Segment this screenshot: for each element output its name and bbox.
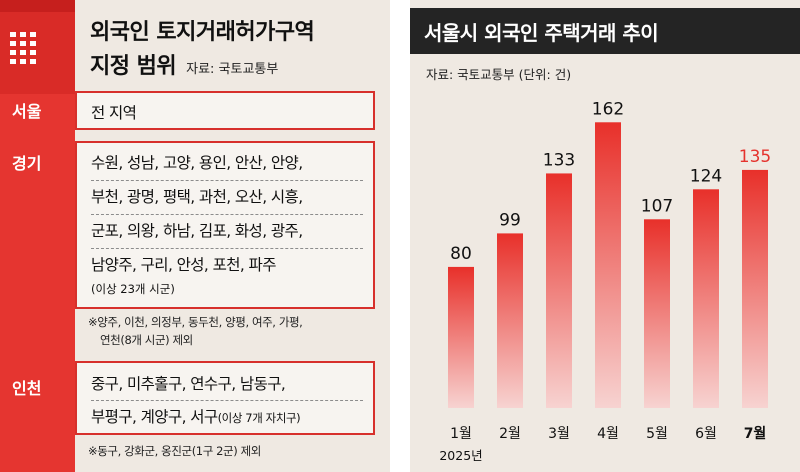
bar-2월 (497, 233, 523, 408)
gyeonggi-row-1: 수원, 성남, 고양, 용인, 안산, 안양, (91, 154, 303, 172)
year-label: 2025년 (439, 448, 482, 463)
building-icon (8, 30, 44, 78)
incheon-row-1: 중구, 미추홀구, 연수구, 남동구, (91, 375, 286, 393)
title-line-2: 지정 범위 (90, 54, 177, 80)
data-label: 162 (592, 99, 624, 119)
incheon-row-2: 부평구, 계양구, 서구(이상 7개 자치구) (91, 405, 301, 427)
gyeonggi-row-2: 부천, 광명, 평택, 과천, 오산, 시흥, (91, 188, 303, 206)
region-box-seoul: 전 지역 (75, 91, 375, 130)
chart-source: 자료: 국토교통부 (단위: 건) (426, 67, 572, 82)
x-tick-label: 5월 (646, 426, 668, 442)
gyeonggi-row-3: 군포, 의왕, 하남, 김포, 화성, 광주, (91, 222, 303, 240)
x-tick-label: 6월 (695, 426, 717, 442)
regulation-panel: 외국인 토지거래허가구역 지정 범위 자료: 국토교통부 서울 전 지역 경기 수… (0, 0, 390, 472)
x-tick-label: 2월 (499, 426, 521, 442)
gyeonggi-row-4: 남양주, 구리, 안성, 포천, 파주 (91, 256, 276, 274)
incheon-row-2-main: 부평구, 계양구, 서구 (91, 408, 218, 426)
x-tick-label: 3월 (548, 426, 570, 442)
bar-6월 (693, 189, 719, 408)
data-label: 133 (543, 150, 575, 170)
x-tick-label: 1월 (450, 426, 472, 442)
region-label-seoul: 서울 (12, 102, 42, 121)
bar-3월 (546, 173, 572, 408)
gyeonggi-exclude-note-2: 연천(8개 시군) 제외 (100, 333, 193, 347)
incheon-exclude-note: ※동구, 강화군, 옹진군(1구 2군) 제외 (88, 444, 261, 458)
divider (91, 400, 363, 401)
x-tick-label: 4월 (597, 426, 619, 442)
divider (91, 248, 363, 249)
chart-panel: 서울시 외국인 주택거래 추이 자료: 국토교통부 (단위: 건) 80 1월 99… (410, 0, 800, 472)
chart-title: 서울시 외국인 주택거래 추이 (424, 21, 659, 45)
region-box-incheon: 중구, 미추홀구, 연수구, 남동구, 부평구, 계양구, 서구(이상 7개 자… (75, 361, 375, 435)
bar-5월 (644, 219, 670, 408)
bar-chart: 80 1월 99 2월 133 3월 162 4월 107 5월 124 6월 135 7월 2025년 (439, 99, 771, 463)
data-label: 80 (450, 244, 472, 264)
region-box-gyeonggi: 수원, 성남, 고양, 용인, 안산, 안양, 부천, 광명, 평택, 과천, … (75, 141, 375, 309)
gyeonggi-exclude-note-1: ※양주, 이천, 의정부, 동두천, 양평, 여주, 가평, (88, 315, 303, 329)
data-label: 99 (499, 210, 521, 230)
data-label: 124 (690, 166, 722, 186)
seoul-row: 전 지역 (91, 104, 137, 122)
title-line-1: 외국인 토지거래허가구역 (90, 20, 315, 45)
region-label-gyeonggi: 경기 (12, 154, 42, 173)
data-label: 107 (641, 196, 673, 216)
gyeonggi-count-note: (이상 23개 시군) (91, 282, 175, 296)
panel-title: 외국인 토지거래허가구역 지정 범위 자료: 국토교통부 (90, 16, 315, 84)
bar-1월 (448, 266, 474, 408)
bar-7월 (742, 169, 768, 408)
data-label: 135 (739, 147, 771, 167)
panel-source: 자료: 국토교통부 (186, 62, 279, 78)
strip-building-area (0, 12, 75, 94)
incheon-count-note: (이상 7개 자치구) (217, 411, 301, 425)
divider (91, 180, 363, 181)
chart-title-bar: 서울시 외국인 주택거래 추이 (410, 8, 800, 54)
x-tick-label: 7월 (744, 425, 767, 442)
bar-4월 (595, 122, 621, 409)
strip-top-band (0, 0, 75, 12)
region-label-incheon: 인천 (12, 379, 42, 398)
divider (91, 214, 363, 215)
